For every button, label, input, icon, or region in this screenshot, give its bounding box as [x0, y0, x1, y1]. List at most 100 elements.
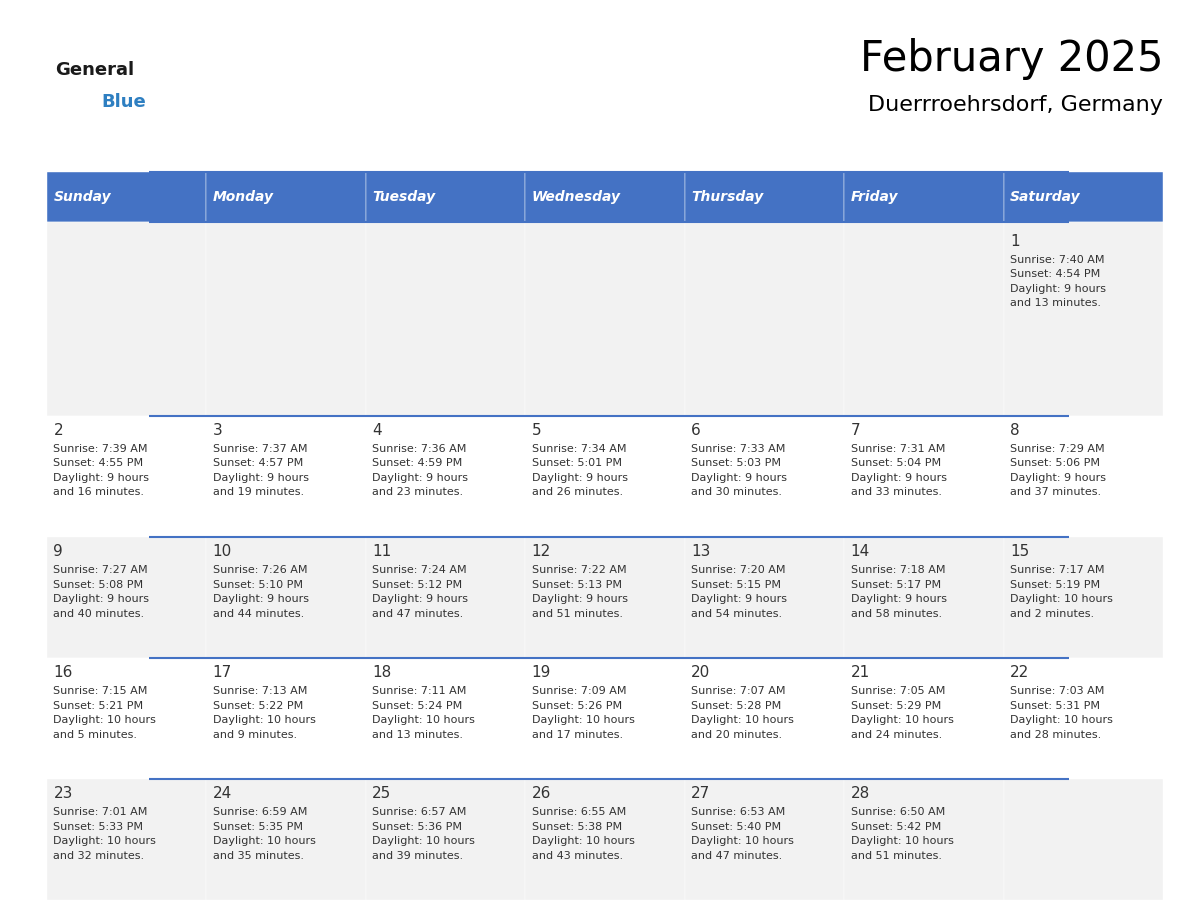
Text: and 58 minutes.: and 58 minutes.	[851, 609, 942, 619]
Text: 2: 2	[53, 423, 63, 438]
Text: and 39 minutes.: and 39 minutes.	[372, 851, 463, 861]
Text: Sunrise: 7:03 AM: Sunrise: 7:03 AM	[1010, 686, 1105, 696]
Text: Sunrise: 7:39 AM: Sunrise: 7:39 AM	[53, 444, 147, 454]
Text: Daylight: 10 hours: Daylight: 10 hours	[372, 715, 475, 725]
Text: and 51 minutes.: and 51 minutes.	[532, 609, 623, 619]
Text: Sunset: 5:15 PM: Sunset: 5:15 PM	[691, 579, 781, 589]
Text: 17: 17	[213, 666, 232, 680]
Text: 23: 23	[53, 786, 72, 801]
Text: and 23 minutes.: and 23 minutes.	[372, 487, 463, 498]
Text: Daylight: 10 hours: Daylight: 10 hours	[851, 836, 954, 846]
Text: Sunset: 5:36 PM: Sunset: 5:36 PM	[372, 822, 462, 832]
Text: Sunrise: 7:24 AM: Sunrise: 7:24 AM	[372, 565, 467, 575]
Text: Sunset: 5:10 PM: Sunset: 5:10 PM	[213, 579, 303, 589]
Text: 14: 14	[851, 544, 870, 559]
Text: Sunrise: 6:59 AM: Sunrise: 6:59 AM	[213, 807, 308, 817]
Text: Tuesday: Tuesday	[372, 190, 435, 204]
Text: Sunset: 5:31 PM: Sunset: 5:31 PM	[1010, 700, 1100, 711]
Polygon shape	[143, 55, 159, 77]
Text: Sunset: 4:54 PM: Sunset: 4:54 PM	[1010, 269, 1100, 279]
Text: Sunset: 5:26 PM: Sunset: 5:26 PM	[532, 700, 621, 711]
Text: Daylight: 10 hours: Daylight: 10 hours	[532, 715, 634, 725]
Text: 8: 8	[1010, 423, 1019, 438]
Text: Sunrise: 7:13 AM: Sunrise: 7:13 AM	[213, 686, 308, 696]
Text: Friday: Friday	[851, 190, 898, 204]
Text: Sunrise: 7:05 AM: Sunrise: 7:05 AM	[851, 686, 944, 696]
Text: Sunset: 4:55 PM: Sunset: 4:55 PM	[53, 458, 144, 468]
Text: Sunrise: 6:53 AM: Sunrise: 6:53 AM	[691, 807, 785, 817]
Text: Sunrise: 7:34 AM: Sunrise: 7:34 AM	[532, 444, 626, 454]
Text: Sunset: 5:21 PM: Sunset: 5:21 PM	[53, 700, 144, 711]
Text: 24: 24	[213, 786, 232, 801]
Text: Sunset: 5:38 PM: Sunset: 5:38 PM	[532, 822, 621, 832]
Text: 7: 7	[851, 423, 860, 438]
Text: 28: 28	[851, 786, 870, 801]
Text: and 20 minutes.: and 20 minutes.	[691, 730, 782, 740]
Text: 25: 25	[372, 786, 392, 801]
Text: 13: 13	[691, 544, 710, 559]
Text: Daylight: 9 hours: Daylight: 9 hours	[372, 594, 468, 604]
Text: and 5 minutes.: and 5 minutes.	[53, 730, 138, 740]
Text: Monday: Monday	[213, 190, 273, 204]
Text: Sunrise: 7:18 AM: Sunrise: 7:18 AM	[851, 565, 944, 575]
Text: Sunset: 5:17 PM: Sunset: 5:17 PM	[851, 579, 941, 589]
Text: General: General	[55, 61, 134, 79]
Bar	[207, 172, 366, 222]
Text: Daylight: 10 hours: Daylight: 10 hours	[372, 836, 475, 846]
Text: Sunset: 5:08 PM: Sunset: 5:08 PM	[53, 579, 144, 589]
Text: 18: 18	[372, 666, 392, 680]
Text: Sunrise: 7:01 AM: Sunrise: 7:01 AM	[53, 807, 147, 817]
Text: Daylight: 10 hours: Daylight: 10 hours	[1010, 715, 1113, 725]
Text: Sunset: 5:24 PM: Sunset: 5:24 PM	[372, 700, 462, 711]
Text: Daylight: 9 hours: Daylight: 9 hours	[532, 594, 627, 604]
Text: Daylight: 10 hours: Daylight: 10 hours	[53, 836, 157, 846]
Text: 21: 21	[851, 666, 870, 680]
Text: and 13 minutes.: and 13 minutes.	[372, 730, 463, 740]
Text: Daylight: 9 hours: Daylight: 9 hours	[851, 473, 947, 483]
Text: Daylight: 9 hours: Daylight: 9 hours	[1010, 473, 1106, 483]
Text: and 13 minutes.: and 13 minutes.	[1010, 298, 1101, 308]
Text: Daylight: 9 hours: Daylight: 9 hours	[53, 594, 150, 604]
Text: and 47 minutes.: and 47 minutes.	[372, 609, 463, 619]
Text: Daylight: 10 hours: Daylight: 10 hours	[213, 715, 316, 725]
Text: Duerrroehrsdorf, Germany: Duerrroehrsdorf, Germany	[868, 95, 1163, 115]
Text: Daylight: 9 hours: Daylight: 9 hours	[691, 594, 788, 604]
Text: and 30 minutes.: and 30 minutes.	[691, 487, 782, 498]
Text: 26: 26	[532, 786, 551, 801]
Text: and 47 minutes.: and 47 minutes.	[691, 851, 783, 861]
Text: Daylight: 9 hours: Daylight: 9 hours	[851, 594, 947, 604]
Text: 4: 4	[372, 423, 381, 438]
Text: Saturday: Saturday	[1010, 190, 1081, 204]
Text: Sunrise: 7:22 AM: Sunrise: 7:22 AM	[532, 565, 626, 575]
Text: Sunset: 5:28 PM: Sunset: 5:28 PM	[691, 700, 782, 711]
Bar	[366, 172, 525, 222]
Text: Sunrise: 6:57 AM: Sunrise: 6:57 AM	[372, 807, 467, 817]
Text: and 28 minutes.: and 28 minutes.	[1010, 730, 1101, 740]
Text: Daylight: 9 hours: Daylight: 9 hours	[1010, 284, 1106, 294]
Text: Daylight: 9 hours: Daylight: 9 hours	[213, 594, 309, 604]
Text: Sunrise: 7:27 AM: Sunrise: 7:27 AM	[53, 565, 148, 575]
Text: and 2 minutes.: and 2 minutes.	[1010, 609, 1094, 619]
Text: and 54 minutes.: and 54 minutes.	[691, 609, 782, 619]
Text: Sunset: 5:12 PM: Sunset: 5:12 PM	[372, 579, 462, 589]
Text: 11: 11	[372, 544, 392, 559]
Text: Sunrise: 7:09 AM: Sunrise: 7:09 AM	[532, 686, 626, 696]
Text: and 33 minutes.: and 33 minutes.	[851, 487, 942, 498]
Text: 22: 22	[1010, 666, 1029, 680]
Text: Sunrise: 7:37 AM: Sunrise: 7:37 AM	[213, 444, 308, 454]
Bar	[48, 172, 207, 222]
Text: February 2025: February 2025	[859, 38, 1163, 80]
Text: 9: 9	[53, 544, 63, 559]
Text: Thursday: Thursday	[691, 190, 764, 204]
Text: Sunset: 5:22 PM: Sunset: 5:22 PM	[213, 700, 303, 711]
Text: and 43 minutes.: and 43 minutes.	[532, 851, 623, 861]
Text: 1: 1	[1010, 233, 1019, 249]
Text: Sunrise: 6:55 AM: Sunrise: 6:55 AM	[532, 807, 626, 817]
Text: Sunset: 5:40 PM: Sunset: 5:40 PM	[691, 822, 782, 832]
Text: 27: 27	[691, 786, 710, 801]
Text: Daylight: 9 hours: Daylight: 9 hours	[213, 473, 309, 483]
Text: Daylight: 10 hours: Daylight: 10 hours	[213, 836, 316, 846]
Text: and 37 minutes.: and 37 minutes.	[1010, 487, 1101, 498]
Text: Sunset: 4:57 PM: Sunset: 4:57 PM	[213, 458, 303, 468]
Text: 16: 16	[53, 666, 72, 680]
